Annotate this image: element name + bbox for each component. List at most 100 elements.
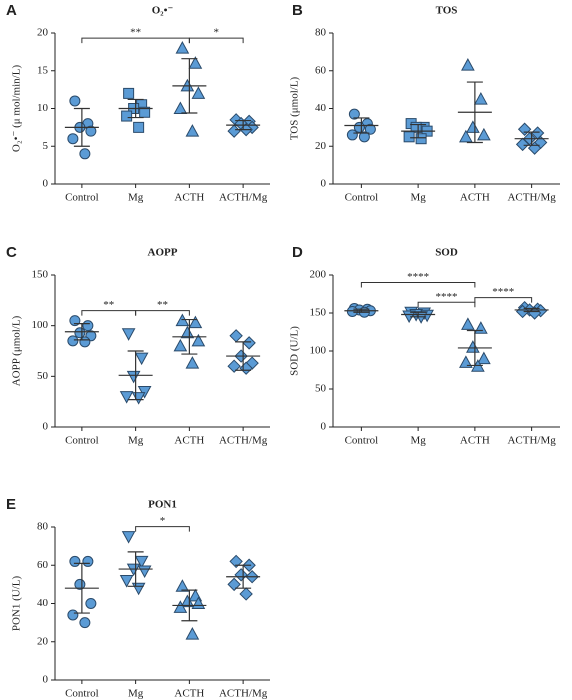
x-tick-label: Mg (128, 435, 144, 447)
data-point (134, 555, 149, 569)
y-tick-label: 60 (37, 559, 49, 571)
data-point (123, 87, 135, 99)
significance-label: **** (407, 271, 429, 283)
x-tick-label: ACTH/Mg (507, 192, 556, 204)
x-tick-label: Control (345, 435, 379, 447)
significance-label: **** (492, 286, 514, 298)
data-point (121, 110, 133, 122)
y-tick-label: 50 (37, 370, 49, 382)
data-point (188, 315, 203, 329)
data-point (79, 617, 91, 629)
x-tick-label: Control (65, 192, 99, 204)
y-tick-label: 100 (32, 319, 49, 331)
x-tick-label: Mg (128, 688, 144, 700)
data-point (119, 391, 134, 404)
x-tick-label: Mg (128, 192, 144, 204)
data-point (229, 554, 243, 569)
significance-bracket (360, 281, 476, 288)
y-tick-label: 15 (37, 64, 49, 76)
data-point (133, 121, 145, 133)
data-point (227, 577, 241, 592)
significance-bracket (81, 310, 137, 316)
data-point (474, 321, 488, 334)
y-tick-label: 5 (43, 140, 49, 152)
panel-title: SOD (435, 247, 458, 259)
panel-title: TOS (436, 5, 458, 17)
panel-label: D (292, 244, 303, 261)
data-point (239, 587, 253, 601)
data-point (134, 352, 149, 366)
data-point (234, 568, 248, 582)
data-point (348, 108, 360, 120)
y-tick-label: 0 (321, 421, 327, 433)
panel-title: AOPP (148, 247, 178, 259)
data-point (180, 594, 195, 608)
y-tick-label: 100 (310, 345, 327, 357)
y-axis-label: TOS (μmol/L) (289, 76, 301, 140)
y-tick-label: 0 (43, 421, 49, 433)
significance-label: ** (157, 299, 168, 311)
y-tick-label: 80 (37, 521, 49, 533)
y-tick-label: 0 (43, 178, 49, 190)
data-point (119, 575, 134, 588)
data-point (188, 56, 203, 69)
data-point (85, 598, 97, 609)
panel-label: A (6, 2, 17, 19)
y-tick-label: 50 (315, 383, 327, 395)
data-point (229, 329, 243, 343)
data-point (139, 106, 151, 118)
data-point (461, 317, 475, 330)
y-tick-label: 10 (37, 102, 49, 114)
data-point (79, 148, 91, 160)
y-tick-label: 150 (32, 269, 49, 281)
data-point (173, 338, 188, 352)
data-point (185, 627, 200, 640)
panel-title: PON1 (148, 499, 177, 511)
y-tick-label: 40 (315, 102, 327, 114)
data-point (459, 355, 473, 368)
data-point (477, 351, 491, 365)
significance-label: * (214, 27, 220, 39)
y-axis-label: AOPP (μmol/L) (11, 315, 23, 386)
significance-bracket (81, 37, 190, 44)
data-point (74, 327, 86, 339)
x-tick-label: ACTH (174, 688, 204, 700)
x-tick-label: ACTH (174, 192, 204, 204)
data-point (126, 370, 141, 384)
data-point (242, 336, 256, 350)
data-point (477, 127, 491, 141)
y-axis-label: O₂•⁻ (μ mol/min/L) (11, 65, 23, 153)
y-tick-label: 0 (321, 178, 327, 190)
significance-label: ** (103, 299, 114, 311)
data-point (459, 129, 473, 143)
x-tick-label: ACTH (460, 192, 490, 204)
x-tick-label: Mg (410, 435, 426, 447)
data-point (173, 600, 188, 613)
data-point (173, 101, 188, 114)
data-point (121, 328, 136, 341)
y-tick-label: 200 (310, 269, 327, 281)
data-point (346, 129, 358, 141)
y-axis-label: PON1 (U/L) (11, 576, 23, 632)
data-point (410, 121, 422, 133)
y-tick-label: 150 (310, 307, 327, 319)
data-point (191, 86, 206, 99)
data-point (69, 555, 81, 567)
x-tick-label: ACTH/Mg (219, 435, 268, 447)
significance-bracket (417, 301, 476, 308)
data-point (474, 92, 488, 105)
data-point (175, 41, 190, 54)
x-tick-label: Mg (410, 192, 426, 204)
panel-label: B (292, 2, 303, 19)
x-tick-label: Control (65, 688, 99, 700)
data-point (466, 340, 480, 353)
data-point (358, 131, 370, 143)
y-tick-label: 0 (43, 674, 49, 686)
data-point (466, 120, 480, 133)
data-point (137, 386, 152, 399)
data-point (346, 305, 358, 317)
y-tick-label: 20 (37, 27, 49, 39)
data-point (364, 123, 376, 135)
data-point (185, 356, 200, 369)
